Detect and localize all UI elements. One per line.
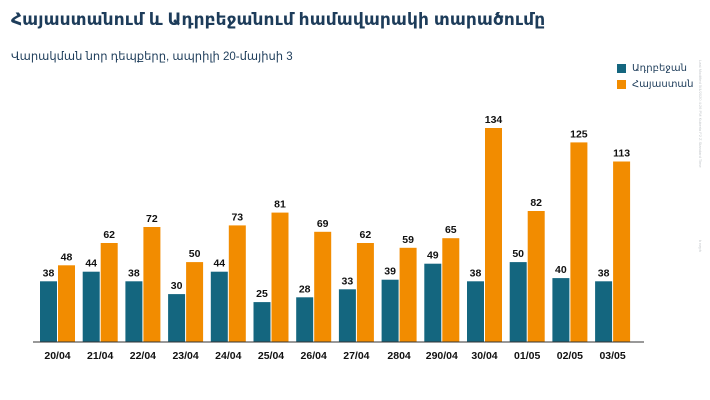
data-label-azerbaijan-8: 39 <box>384 266 396 278</box>
data-label-azerbaijan-9: 49 <box>427 250 439 262</box>
x-tick-label-2: 22/04 <box>130 350 156 362</box>
side-note-2: k neph <box>698 240 703 253</box>
bar-azerbaijan-11 <box>509 262 527 342</box>
legend-swatch-armenia <box>617 79 626 89</box>
bar-armenia-2 <box>143 227 161 342</box>
data-label-armenia-10: 134 <box>485 114 503 126</box>
data-label-armenia-9: 65 <box>445 224 457 236</box>
data-label-azerbaijan-6: 28 <box>299 283 311 295</box>
bar-azerbaijan-2 <box>125 281 143 342</box>
x-tick-label-13: 03/05 <box>599 350 625 362</box>
data-label-azerbaijan-10: 38 <box>470 267 482 279</box>
bar-armenia-10 <box>485 128 502 342</box>
bar-azerbaijan-3 <box>168 294 186 342</box>
bar-azerbaijan-0 <box>40 281 57 342</box>
legend-label-armenia: Հայաստան <box>632 78 694 90</box>
x-tick-label-12: 02/05 <box>557 350 583 362</box>
bar-azerbaijan-10 <box>467 281 484 342</box>
bar-azerbaijan-7 <box>338 289 356 342</box>
data-label-armenia-1: 62 <box>103 229 115 241</box>
legend: Ադրբեջան Հայաստան <box>617 60 694 92</box>
bar-azerbaijan-6 <box>296 297 314 342</box>
bar-azerbaijan-9 <box>424 263 442 342</box>
data-label-azerbaijan-3: 30 <box>171 280 183 292</box>
data-label-armenia-11: 82 <box>530 197 542 209</box>
x-tick-label-9: 290/04 <box>426 350 458 362</box>
x-tick-label-6: 26/04 <box>301 350 327 362</box>
bar-armenia-13 <box>613 161 631 342</box>
x-tick-label-0: 20/04 <box>44 350 70 362</box>
x-tick-label-11: 01/05 <box>514 350 540 362</box>
data-label-azerbaijan-11: 50 <box>512 248 524 260</box>
bar-armenia-8 <box>399 247 417 342</box>
data-label-armenia-3: 50 <box>189 248 201 260</box>
data-label-armenia-8: 59 <box>402 234 414 246</box>
x-tick-label-1: 21/04 <box>87 350 113 362</box>
data-label-armenia-4: 73 <box>231 211 243 223</box>
x-tick-label-8: 2804 <box>387 350 411 362</box>
bar-armenia-5 <box>271 212 289 342</box>
bar-armenia-4 <box>228 225 246 342</box>
chart-subtitle: Վարակման նոր դեպքերը, ապրիլի 20-մայիսի 3 <box>11 51 293 63</box>
data-label-azerbaijan-12: 40 <box>555 264 567 276</box>
data-label-armenia-5: 81 <box>274 199 286 211</box>
chart-title: Հայաստանում և Ադրբեջանում համավարակի տար… <box>11 10 546 29</box>
bar-armenia-12 <box>570 142 588 342</box>
legend-swatch-azerbaijan <box>617 63 626 73</box>
bar-armenia-6 <box>314 231 332 342</box>
bar-azerbaijan-1 <box>82 271 100 342</box>
bar-armenia-7 <box>356 243 374 342</box>
x-tick-label-3: 23/04 <box>172 350 198 362</box>
bar-armenia-11 <box>527 211 545 342</box>
legend-item-armenia: Հայաստան <box>617 76 694 92</box>
side-note: Last Modified 5/4/2020 4:26 PM Kukeria F… <box>698 60 703 168</box>
data-label-armenia-13: 113 <box>613 148 630 160</box>
bar-azerbaijan-4 <box>210 271 228 342</box>
bar-armenia-9 <box>442 238 460 342</box>
bar-azerbaijan-5 <box>253 302 271 342</box>
legend-label-azerbaijan: Ադրբեջան <box>632 62 687 74</box>
data-label-azerbaijan-7: 33 <box>342 275 354 287</box>
data-label-armenia-2: 72 <box>146 213 158 225</box>
data-label-azerbaijan-0: 38 <box>43 267 55 279</box>
x-tick-label-7: 27/04 <box>343 350 369 362</box>
bar-azerbaijan-8 <box>381 279 399 342</box>
bar-azerbaijan-13 <box>595 281 613 342</box>
data-label-armenia-7: 62 <box>360 229 372 241</box>
x-tick-label-4: 24/04 <box>215 350 241 362</box>
bar-azerbaijan-12 <box>552 278 570 342</box>
data-label-azerbaijan-2: 38 <box>128 267 140 279</box>
data-label-azerbaijan-5: 25 <box>256 288 268 300</box>
bar-armenia-3 <box>186 262 204 342</box>
bar-armenia-0 <box>58 265 75 342</box>
bar-armenia-1 <box>100 243 118 342</box>
data-label-armenia-12: 125 <box>570 128 588 140</box>
x-tick-label-10: 30/04 <box>471 350 497 362</box>
legend-item-azerbaijan: Ադրբեջան <box>617 60 694 76</box>
data-label-azerbaijan-4: 44 <box>213 258 225 270</box>
data-label-armenia-0: 48 <box>61 251 73 263</box>
x-tick-label-5: 25/04 <box>258 350 284 362</box>
data-label-azerbaijan-13: 38 <box>598 267 610 279</box>
data-label-armenia-6: 69 <box>317 218 329 230</box>
data-label-azerbaijan-1: 44 <box>85 258 97 270</box>
